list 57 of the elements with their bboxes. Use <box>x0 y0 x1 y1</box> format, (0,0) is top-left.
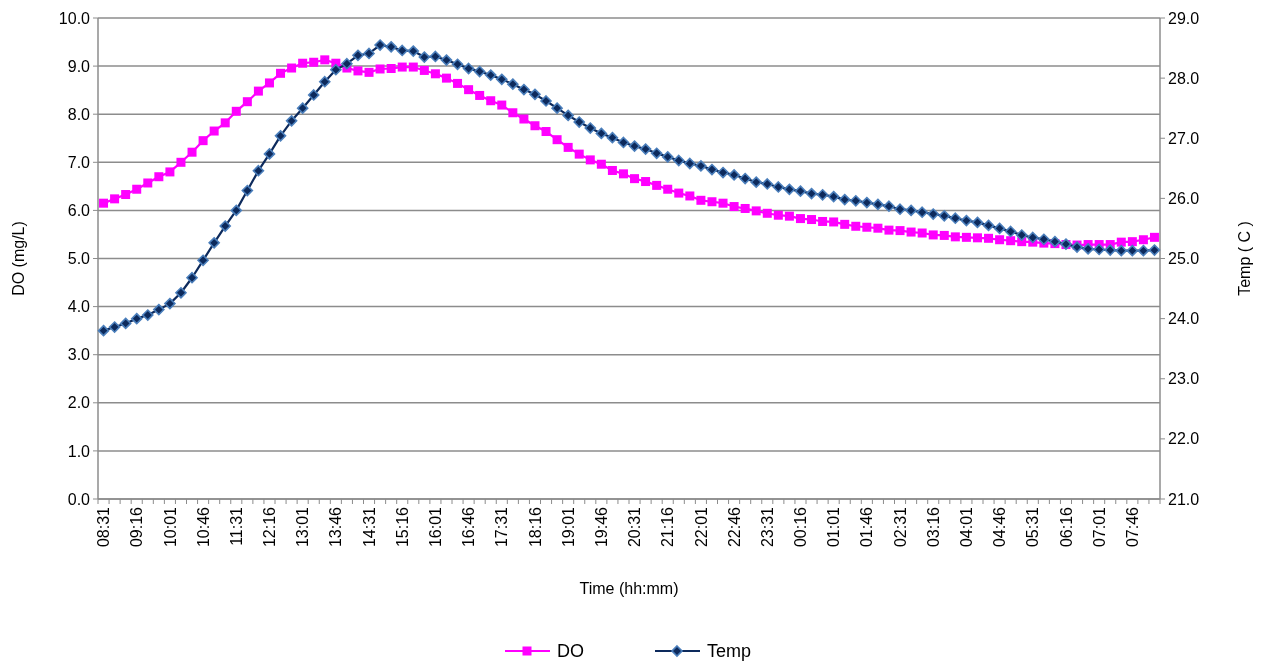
x-tick-label: 11:31 <box>227 506 245 546</box>
x-tick-label: 07:46 <box>1123 506 1141 548</box>
x-tick-label: 20:31 <box>626 506 644 548</box>
y-tick-label: 1.0 <box>67 442 91 460</box>
x-axis-title: Time (hh:mm) <box>579 580 679 597</box>
x-tick-label: 00:16 <box>792 506 810 548</box>
x-tick-label: 07:01 <box>1090 506 1108 548</box>
y-tick-label: 3.0 <box>67 346 91 364</box>
x-tick-label: 05:31 <box>1024 506 1042 548</box>
y2-tick-label: 21.0 <box>1168 490 1200 508</box>
y2-tick-label: 24.0 <box>1168 310 1200 328</box>
x-tick-label: 21:16 <box>659 506 677 548</box>
x-tick-label: 16:01 <box>427 506 445 548</box>
y-tick-label: 7.0 <box>67 153 91 171</box>
x-tick-label: 22:46 <box>725 506 743 548</box>
x-tick-label: 17:31 <box>493 506 511 548</box>
y2-axis-title: Temp ( C ) <box>1236 221 1253 296</box>
x-tick-label: 22:01 <box>692 506 710 548</box>
y2-tick-label: 27.0 <box>1168 129 1200 147</box>
x-tick-label: 19:46 <box>592 506 610 548</box>
y-tick-label: 6.0 <box>67 202 91 219</box>
y2-tick-label: 28.0 <box>1168 69 1200 87</box>
x-tick-label: 06:16 <box>1057 506 1075 548</box>
x-tick-label: 02:31 <box>891 506 909 548</box>
x-tick-label: 18:16 <box>526 506 544 548</box>
x-tick-label: 13:01 <box>294 506 312 548</box>
x-tick-label: 08:31 <box>95 506 113 548</box>
y2-tick-label: 22.0 <box>1168 430 1200 448</box>
y2-tick-label: 25.0 <box>1168 250 1200 268</box>
y-tick-label: 5.0 <box>67 250 91 268</box>
y-axis-title: DO (mg/L) <box>10 221 27 296</box>
x-tick-label: 10:01 <box>161 506 179 548</box>
y-tick-label: 0.0 <box>67 490 91 508</box>
x-tick-label: 10:46 <box>194 506 212 548</box>
x-tick-label: 04:01 <box>958 506 976 548</box>
y-tick-label: 9.0 <box>67 57 91 75</box>
x-tick-label: 09:16 <box>128 506 146 548</box>
y2-tick-label: 29.0 <box>1168 9 1200 27</box>
x-tick-label: 13:46 <box>327 506 345 548</box>
x-tick-label: 23:31 <box>758 506 776 548</box>
x-tick-label: 03:16 <box>924 506 942 548</box>
x-tick-label: 12:16 <box>261 506 279 548</box>
x-tick-label: 19:01 <box>559 506 577 548</box>
y-tick-label: 2.0 <box>67 394 91 412</box>
legend-label: DO <box>557 641 584 662</box>
y-tick-label: 4.0 <box>67 298 91 316</box>
legend-label: Temp <box>707 641 752 662</box>
y-tick-label: 10.0 <box>58 9 91 27</box>
x-tick-label: 01:01 <box>825 506 843 548</box>
x-tick-label: 01:46 <box>858 506 876 548</box>
x-tick-label: 04:46 <box>991 506 1009 548</box>
y-tick-label: 8.0 <box>67 105 91 123</box>
x-tick-label: 14:31 <box>360 506 378 548</box>
y2-tick-label: 23.0 <box>1168 370 1200 388</box>
x-tick-label: 16:46 <box>460 506 478 548</box>
y2-tick-label: 26.0 <box>1168 189 1200 207</box>
x-tick-label: 15:16 <box>393 506 411 548</box>
